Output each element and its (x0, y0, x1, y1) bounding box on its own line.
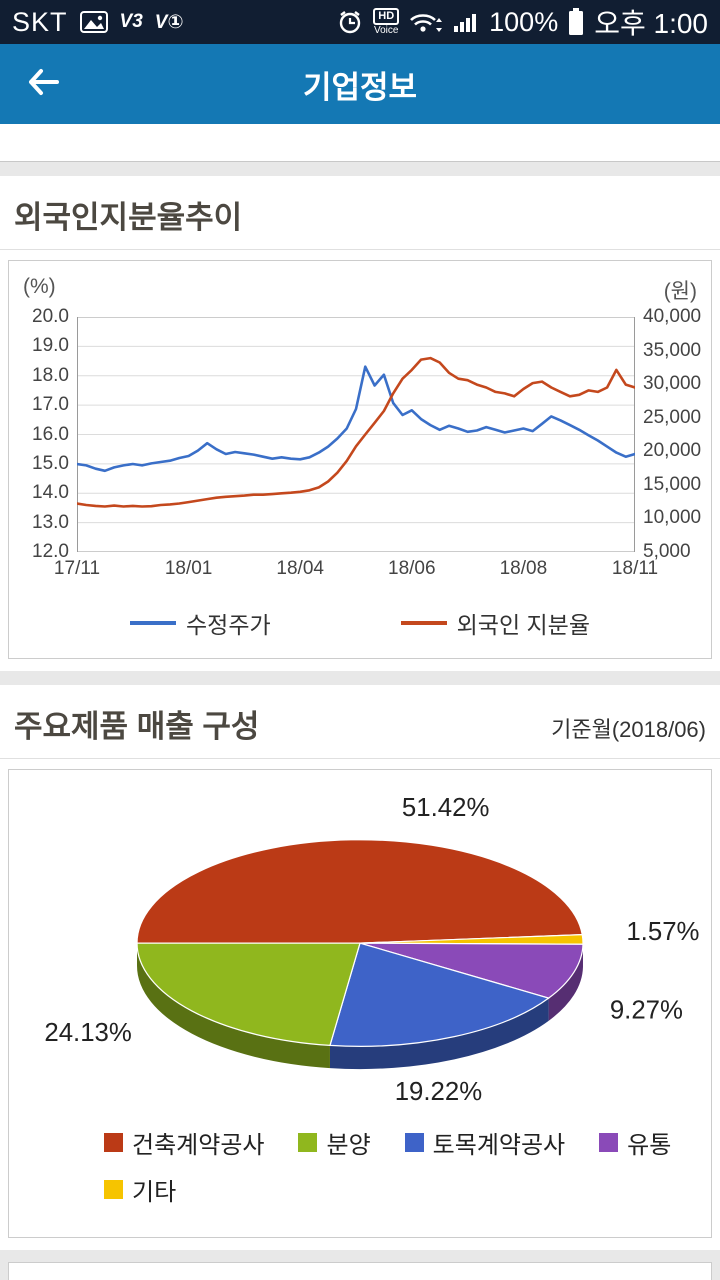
disclaimer-card: 자료제공 : (주)에프앤가이드 당사 제공 정보는 신뢰할 수 있는 자료로부… (8, 1261, 712, 1280)
legend-item: 수정주가 (130, 606, 271, 640)
section-header: 외국인지분율추이 (0, 176, 720, 250)
back-button[interactable] (0, 44, 86, 124)
axis-tick-label: 18.0 (32, 364, 69, 386)
legend-label: 건축계약공사 (132, 1131, 265, 1159)
legend-color-swatch (599, 1132, 619, 1152)
line-chart-legend: 수정주가 외국인 지분율 (19, 588, 701, 648)
pie-percent-label: 24.13% (44, 1019, 132, 1047)
axis-tick-label: 25,000 (643, 406, 702, 428)
left-axis-unit: (%) (23, 275, 56, 298)
v3-notification-icon: V① (154, 11, 184, 33)
x-tick-label: 18/11 (611, 558, 659, 579)
alarm-icon (337, 9, 363, 35)
legend-label: 수정주가 (186, 612, 271, 638)
legend-color-swatch (298, 1132, 318, 1152)
line-chart-card: (%) (원) 20.0 19.0 18.0 17.0 16.0 15.0 14.0 13.0… (8, 260, 712, 659)
foreign-ownership-section: 외국인지분율추이 (%) (원) 20.0 19.0 18.0 17.0 16.0 15.… (0, 176, 720, 671)
pie-legend-item: 분양 (298, 1125, 371, 1160)
y-axis-right: 40,000 35,000 30,000 25,000 20,000 15,000 10,0… (635, 306, 702, 562)
app-header: 기업정보 (0, 44, 720, 124)
axis-tick-label: 19.0 (32, 335, 69, 357)
battery-icon (568, 8, 584, 36)
pie-legend-item: 유통 (599, 1125, 671, 1160)
legend-item: 외국인 지분율 (400, 606, 590, 640)
axis-tick-label: 35,000 (643, 339, 702, 361)
legend-color-swatch (104, 1179, 123, 1199)
axis-tick-label: 16.0 (32, 423, 69, 445)
line-chart-body: 20.0 19.0 18.0 17.0 16.0 15.0 14.0 13.0 12.0 40,… (19, 306, 702, 562)
legend-label: 기타 (132, 1178, 177, 1206)
axis-tick-label: 12.0 (32, 541, 69, 562)
v3-icon: V3 (119, 11, 143, 32)
clock-label: 오후 1:00 (594, 8, 708, 39)
pie-legend-item: 기타 (104, 1172, 176, 1207)
section-title: 외국인지분율추이 (14, 200, 243, 235)
legend-label: 외국인 지분율 (456, 612, 590, 638)
axis-tick-label: 20.0 (32, 306, 69, 327)
axis-tick-label: 15.0 (32, 452, 69, 474)
sales-composition-section: 주요제품 매출 구성 기준월(2018/06) 51.42% 1.57% 9.27%… (0, 685, 720, 1250)
x-axis-labels: 17/11 18/01 18/04 18/06 18/08 18/11 (54, 558, 658, 588)
axis-tick-label: 14.0 (32, 482, 69, 504)
legend-color-swatch (404, 1132, 424, 1152)
content-strip (0, 124, 720, 162)
section-header: 주요제품 매출 구성 기준월(2018/06) (0, 685, 720, 759)
pie-percent-label: 9.27% (610, 996, 683, 1024)
gallery-icon (79, 11, 108, 33)
legend-line-swatch (400, 621, 447, 625)
carrier-label: SKT (12, 6, 68, 37)
x-tick-label: 18/06 (388, 558, 436, 579)
back-arrow-icon (23, 65, 63, 104)
status-bar: SKT V3 V① HD Voice 100% (0, 0, 720, 44)
page-title: 기업정보 (302, 69, 418, 105)
axis-tick-label: 10,000 (643, 507, 702, 529)
wifi-icon (409, 10, 443, 34)
axis-tick-label: 15,000 (643, 473, 702, 495)
pie-chart-card: 51.42% 1.57% 9.27% 19.22% 24.13% 건축계약공사 분양 토목계… (8, 769, 712, 1238)
axis-tick-label: 5,000 (643, 541, 691, 562)
right-axis-unit: (원) (663, 280, 697, 303)
legend-color-swatch (104, 1132, 123, 1152)
axis-tick-label: 40,000 (643, 306, 702, 327)
line-chart-svg (77, 317, 635, 552)
y-axis-left: 20.0 19.0 18.0 17.0 16.0 15.0 14.0 13.0 12.0 (19, 306, 77, 562)
hd-voice-icon: HD Voice (373, 8, 400, 36)
pie-legend-item: 건축계약공사 (104, 1125, 264, 1160)
legend-line-swatch (130, 621, 176, 625)
pie-percent-label: 19.22% (395, 1078, 483, 1106)
axis-tick-label: 30,000 (643, 373, 702, 395)
signal-icon (453, 10, 479, 34)
legend-label: 토목계약공사 (432, 1131, 566, 1159)
x-tick-label: 18/01 (164, 558, 213, 579)
pie-percent-label: 51.42% (402, 794, 490, 822)
legend-label: 분양 (326, 1131, 371, 1159)
line-chart-plot (77, 317, 635, 552)
pie-legend-item: 토목계약공사 (404, 1125, 566, 1160)
pie-chart-svg: 51.42% 1.57% 9.27% 19.22% 24.13% (44, 794, 699, 1106)
x-tick-label: 18/04 (276, 558, 324, 579)
pie-percent-label: 1.57% (626, 918, 699, 946)
battery-percent-label: 100% (489, 6, 559, 37)
legend-label: 유통 (627, 1131, 672, 1159)
x-tick-label: 17/11 (53, 558, 101, 579)
axis-tick-label: 20,000 (643, 440, 702, 462)
section-title: 주요제품 매출 구성 (14, 709, 260, 744)
axis-tick-label: 13.0 (32, 511, 69, 533)
axis-units-row: (%) (원) (19, 273, 701, 317)
axis-tick-label: 17.0 (32, 394, 69, 416)
x-tick-label: 18/08 (499, 558, 548, 579)
basis-month-label: 기준월(2018/06) (551, 717, 706, 742)
